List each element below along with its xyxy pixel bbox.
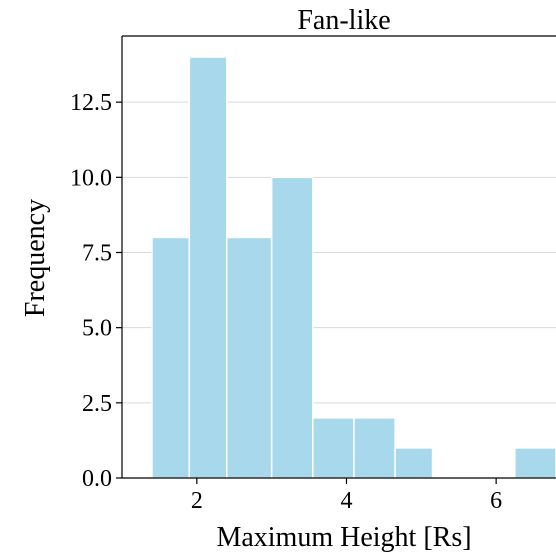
y-tick-label: 10.0 [70, 165, 112, 191]
histogram-bar [353, 417, 396, 479]
x-tick-label: 6 [490, 488, 502, 514]
y-tick-label: 5.0 [82, 316, 112, 342]
histogram-bar [270, 176, 314, 479]
axes [121, 35, 556, 479]
histogram-bar [226, 236, 273, 479]
x-tick-label: 4 [340, 488, 352, 514]
x-ticks: 2 4 6 [191, 478, 502, 514]
y-tick-label: 7.5 [82, 240, 112, 266]
histogram-bar [312, 417, 355, 479]
x-axis-label: Maximum Height [Rs] [216, 522, 471, 553]
histogram-bars [151, 56, 556, 479]
chart-title: Fan-like [297, 5, 390, 36]
histogram-bar [394, 447, 434, 479]
histogram-bar [151, 236, 191, 479]
y-axis-label: Frequency [20, 199, 51, 317]
y-tick-label: 2.5 [82, 391, 112, 417]
y-tick-label: 12.5 [70, 90, 112, 116]
y-tick-label: 0.0 [82, 466, 112, 492]
histogram-bar [188, 56, 228, 479]
x-tick-label: 2 [191, 488, 203, 514]
histogram-bar [514, 447, 556, 479]
y-ticks: 0.0 2.5 5.0 7.5 10.0 12.5 [70, 90, 122, 492]
